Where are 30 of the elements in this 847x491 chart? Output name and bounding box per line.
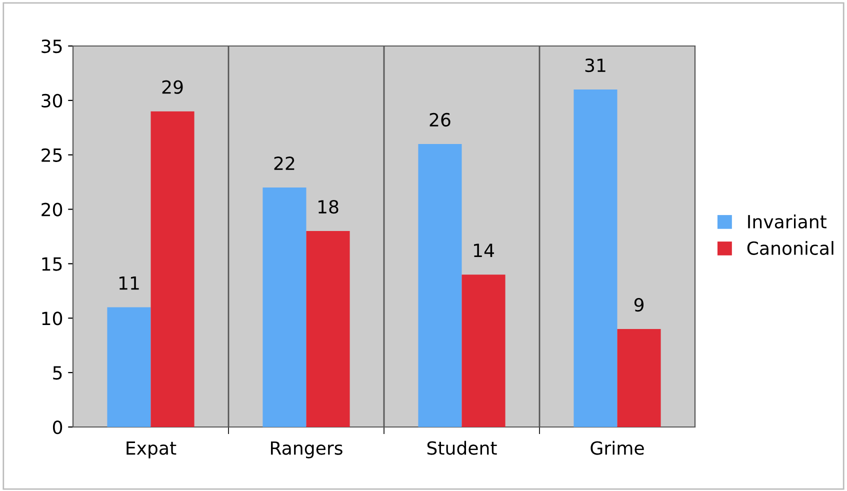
y-tick-label: 0	[52, 420, 62, 434]
y-tick-label: 30	[42, 94, 62, 108]
y-tick-label: 10	[42, 312, 62, 326]
data-label: 9	[634, 298, 644, 312]
bar	[262, 188, 306, 427]
bar	[574, 90, 618, 427]
data-label: 11	[119, 276, 139, 290]
bar	[150, 111, 194, 427]
x-tick-label: Student	[427, 440, 497, 455]
x-tick-label: Expat	[126, 441, 176, 458]
y-tick-label: 35	[42, 39, 62, 54]
data-label: 18	[318, 200, 338, 214]
x-tick-label: Grime	[590, 440, 644, 455]
y-tick-label: 5	[53, 366, 62, 380]
bar	[617, 329, 661, 427]
data-label: 26	[430, 112, 450, 127]
x-tick-label: Rangers	[271, 441, 342, 458]
y-tick-label: 15	[42, 257, 62, 271]
bar	[107, 307, 151, 427]
bar	[418, 144, 462, 427]
legend-label: Canonical	[747, 241, 834, 255]
data-label: 31	[585, 58, 606, 72]
bar	[462, 274, 506, 427]
data-label: 14	[474, 244, 494, 257]
y-tick-label: 20	[42, 202, 62, 216]
data-label: 22	[274, 156, 294, 170]
legend-label: Invariant	[748, 214, 826, 228]
y-tick-label: 25	[42, 148, 62, 162]
data-label: 29	[162, 80, 183, 94]
bar	[306, 231, 350, 427]
